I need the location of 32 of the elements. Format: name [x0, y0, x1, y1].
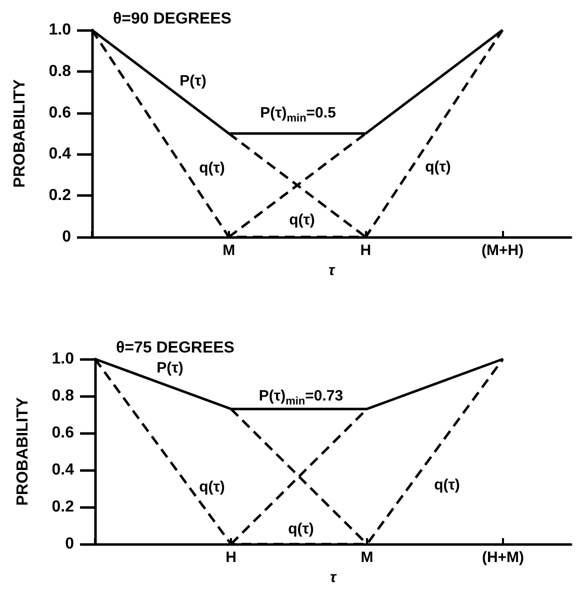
annotation: q(τ): [199, 160, 225, 176]
x-axis-title: τ: [330, 569, 337, 586]
y-tick-label: 0.2: [48, 187, 72, 204]
y-tick-label: 0: [65, 536, 74, 553]
y-tick-label: 0.6: [52, 424, 74, 442]
chart-title: θ=90 DEGREES: [113, 10, 232, 28]
y-tick-label: 0.4: [48, 146, 72, 163]
y-axis-title: PROBABILITY: [14, 397, 32, 506]
y-tick-label: 1.0: [52, 350, 74, 368]
y-tick-label: 1.0: [48, 22, 72, 38]
y-tick-label: 0.2: [52, 498, 74, 516]
annotation: q(τ): [425, 158, 451, 176]
x-tick-label: M: [360, 549, 374, 566]
x-tick-label: H: [226, 549, 236, 566]
annotation: q(τ): [199, 478, 225, 496]
y-tick-label: 0.8: [52, 388, 74, 405]
x-axis-title: τ: [328, 262, 336, 279]
x-tick-label: M: [222, 242, 236, 259]
annotation: q(τ): [434, 476, 460, 494]
x-tick-label: (M+H): [482, 242, 524, 259]
y-tick-label: 0.6: [48, 104, 72, 122]
annotation: P(τ): [156, 360, 184, 376]
annotation: q(τ): [288, 520, 314, 538]
annotation: q(τ): [289, 212, 315, 228]
y-tick-label: 0.4: [52, 462, 74, 479]
x-tick-label: (H+M): [482, 549, 524, 566]
y-tick-label: 0.8: [48, 62, 72, 80]
y-tick-label: 0: [62, 228, 72, 246]
x-tick-label: H: [360, 242, 372, 259]
annotation: P(τ): [180, 72, 206, 90]
y-axis-title: PROBABILITY: [12, 78, 28, 188]
chart-title: θ=75 DEGREES: [116, 340, 235, 356]
